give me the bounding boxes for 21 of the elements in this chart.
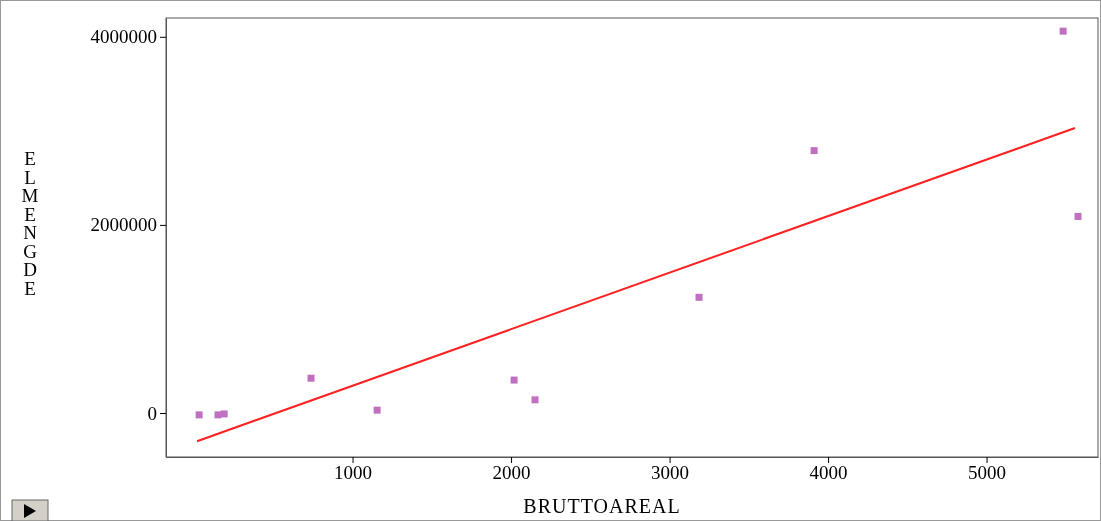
y-tick-label: 4000000	[90, 26, 157, 48]
x-tick-label: 3000	[651, 462, 690, 484]
y-axis-title: ELMENGDE	[21, 148, 39, 299]
point	[220, 410, 228, 418]
y-tick-label: 0	[147, 402, 157, 424]
x-tick-label: 2000	[492, 462, 531, 484]
point	[810, 147, 818, 155]
point	[195, 411, 203, 419]
x-tick-label: 4000	[809, 462, 848, 484]
point	[531, 396, 539, 404]
y-tick-label: 2000000	[90, 214, 157, 236]
point	[373, 406, 381, 414]
point	[695, 293, 703, 301]
point	[214, 411, 222, 419]
x-axis-title: BRUTTOAREAL	[523, 495, 681, 517]
x-tick-label: 5000	[968, 462, 1007, 484]
point	[1074, 212, 1082, 220]
point	[307, 374, 315, 382]
point	[1059, 27, 1067, 35]
point	[510, 376, 518, 384]
x-tick-label: 1000	[334, 462, 373, 484]
